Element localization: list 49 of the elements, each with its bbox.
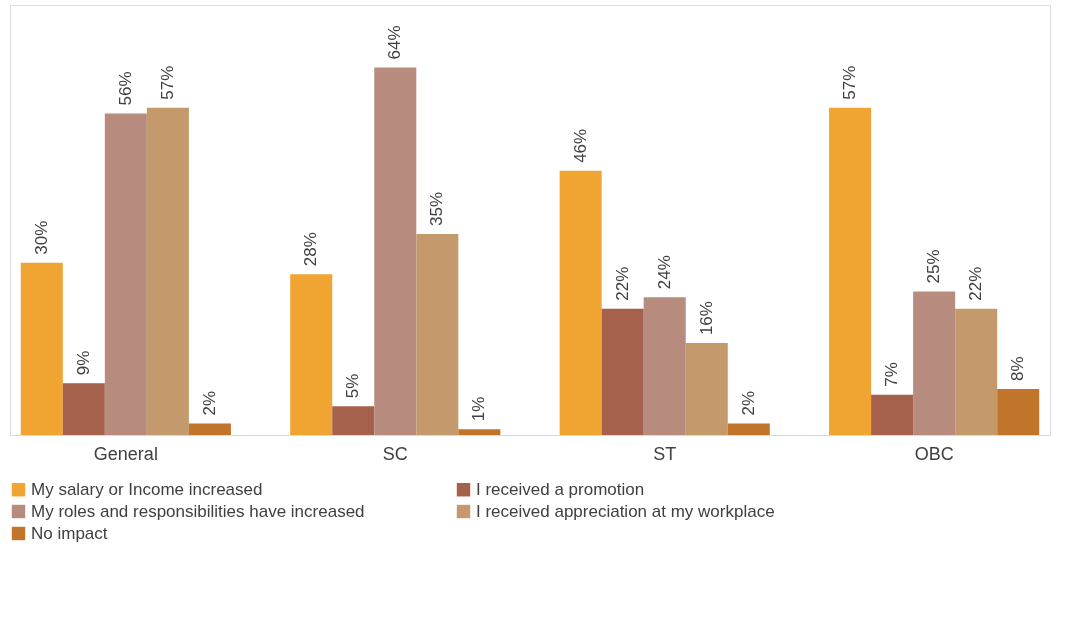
data-label: 64%	[385, 25, 405, 60]
bar	[458, 429, 501, 435]
bar	[104, 113, 147, 435]
legend-label: My salary or Income increased	[31, 479, 263, 499]
bar	[416, 234, 459, 435]
x-tick-label: General	[93, 443, 158, 464]
data-label: 30%	[31, 220, 51, 255]
bar	[997, 389, 1040, 435]
data-label: 35%	[427, 191, 447, 227]
data-label: 57%	[840, 65, 860, 100]
bar	[871, 394, 914, 435]
bar	[685, 343, 728, 435]
x-tick-label: OBC	[914, 443, 954, 464]
data-label: 8%	[1008, 356, 1028, 382]
x-tick-label: ST	[653, 443, 677, 464]
bar	[146, 107, 189, 435]
data-label: 22%	[966, 266, 986, 301]
data-label: 1%	[469, 396, 489, 422]
bar	[913, 291, 956, 435]
data-label: 5%	[343, 373, 363, 399]
data-label: 46%	[570, 128, 590, 163]
data-label: 24%	[654, 255, 674, 290]
legend-label: I received a promotion	[476, 479, 645, 499]
data-label: 2%	[199, 390, 219, 416]
bar	[332, 406, 375, 435]
bar	[829, 107, 872, 435]
bar	[20, 262, 63, 435]
data-label: 16%	[696, 301, 716, 336]
data-label: 2%	[738, 390, 758, 416]
data-label: 57%	[157, 65, 177, 100]
bar	[188, 423, 231, 435]
data-label: 25%	[924, 249, 944, 284]
bar	[290, 274, 333, 435]
legend-label: I received appreciation at my workplace	[476, 501, 775, 521]
data-label: 9%	[73, 350, 93, 376]
data-label: 7%	[882, 362, 902, 387]
bar	[643, 297, 686, 435]
data-label: 56%	[115, 71, 135, 106]
bar	[955, 308, 998, 435]
legend-label: My roles and responsibilities have increased	[31, 501, 365, 521]
bar	[559, 170, 602, 435]
bar	[727, 423, 770, 435]
data-label: 28%	[301, 232, 321, 267]
x-tick-label: SC	[382, 443, 408, 464]
legend-label: No impact	[31, 523, 108, 543]
bar	[374, 67, 417, 435]
bar	[601, 308, 644, 435]
bar	[62, 383, 105, 435]
data-label: 22%	[612, 266, 632, 301]
